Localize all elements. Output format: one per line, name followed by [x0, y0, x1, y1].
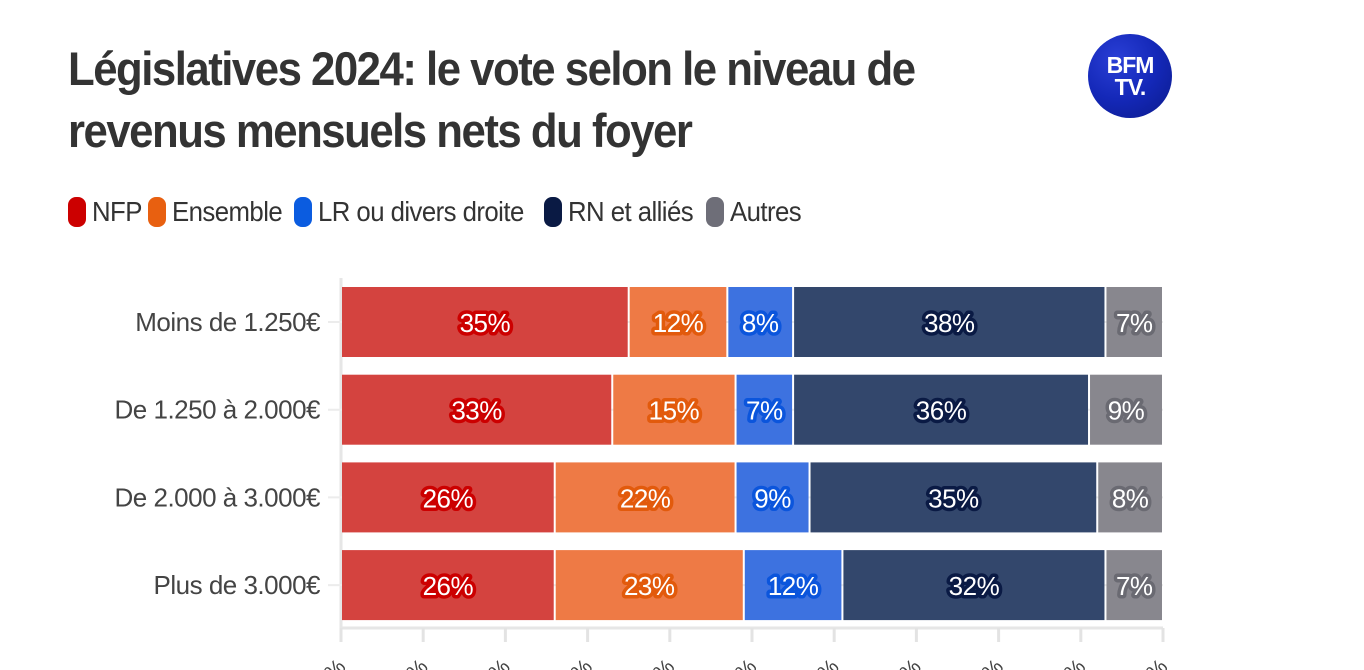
data-label: 22%: [620, 483, 671, 513]
bar-segment-lr-ou-divers-droite: [736, 462, 809, 533]
data-label: 33%: [451, 396, 502, 426]
legend-item-autres: Autres: [705, 196, 802, 228]
legend: NFP Ensemble LR ou divers droite RN et a…: [68, 196, 809, 228]
bar-segment-rn-et-alli-s: [794, 287, 1105, 357]
legend-swatch-nfp: [68, 197, 86, 227]
bar-segment-rn-et-alli-s: [794, 374, 1089, 445]
bar-segment-nfp: [342, 462, 554, 533]
bar-segment-autres: [1090, 374, 1162, 445]
x-tick-label: 40%: [631, 654, 680, 670]
data-label: 9%: [754, 483, 791, 513]
data-label: 7%: [1116, 571, 1153, 601]
data-label: 8%: [1112, 483, 1149, 513]
data-label: 9%: [1108, 396, 1145, 426]
x-tick-label: 50%: [713, 654, 762, 670]
x-tick-label: 20%: [466, 654, 515, 670]
data-label: 23%: [624, 571, 675, 601]
legend-item-ensemble: Ensemble: [148, 196, 284, 228]
bar-segment-autres: [1106, 287, 1162, 357]
logo-line-1: BFM: [1106, 52, 1155, 78]
bar-segment-lr-ou-divers-droite: [736, 374, 793, 445]
x-tick-label: 10%: [384, 654, 433, 670]
legend-label-rn: RN et alliés: [567, 196, 694, 227]
legend-swatch-ensemble: [148, 197, 167, 227]
x-tick-label: 0%: [310, 654, 350, 670]
chart-title: Législatives 2024: le vote selon le nive…: [68, 38, 998, 162]
bar-segment-rn-et-alli-s: [843, 550, 1105, 621]
data-label: 26%: [423, 571, 474, 601]
data-label: 26%: [423, 483, 474, 513]
x-tick-label: 100%: [1115, 654, 1172, 670]
bar-segment-lr-ou-divers-droite: [744, 550, 842, 621]
bar-segment-nfp: [342, 374, 612, 445]
data-label: 36%: [916, 396, 967, 426]
legend-item-nfp: NFP: [68, 196, 142, 228]
legend-swatch-autres: [705, 197, 724, 227]
bar-segment-autres: [1106, 550, 1162, 621]
bar-segment-nfp: [342, 550, 554, 621]
x-tick-label: 30%: [548, 654, 597, 670]
category-label: De 2.000 à 3.000€: [115, 482, 321, 512]
data-label: 12%: [768, 571, 819, 601]
bar-segment-ensemble: [555, 550, 743, 621]
legend-swatch-rn: [543, 197, 562, 227]
data-label: 15%: [649, 396, 700, 426]
data-label: 8%: [742, 308, 779, 338]
chart-title-line-1: Législatives 2024: le vote selon le nive…: [68, 42, 916, 95]
category-label: Moins de 1.250€: [135, 307, 321, 337]
data-label: 35%: [928, 483, 979, 513]
legend-item-lr: LR ou divers droite: [293, 196, 534, 228]
data-label: 7%: [1116, 308, 1153, 338]
bar-segment-autres: [1098, 462, 1162, 533]
data-label: 38%: [924, 308, 975, 338]
x-tick-label: 70%: [877, 654, 926, 670]
data-label: 32%: [949, 571, 1000, 601]
bar-segment-ensemble: [613, 374, 735, 445]
legend-swatch-lr: [293, 197, 312, 227]
data-label: 12%: [653, 308, 704, 338]
data-label: 7%: [746, 396, 783, 426]
legend-label-nfp: NFP: [92, 196, 142, 227]
chart-title-line-2: revenus mensuels nets du foyer: [68, 104, 693, 157]
legend-label-autres: Autres: [729, 196, 802, 227]
bar-segment-lr-ou-divers-droite: [728, 287, 793, 357]
bar-segment-rn-et-alli-s: [810, 462, 1097, 533]
x-tick-label: 90%: [1042, 654, 1091, 670]
legend-item-rn: RN et alliés: [543, 196, 696, 228]
bfmtv-logo-icon: BFM TV.: [1088, 34, 1172, 118]
bar-segment-ensemble: [555, 462, 735, 533]
logo-line-2: TV.: [1114, 74, 1147, 100]
bar-segment-ensemble: [629, 287, 727, 357]
legend-label-ensemble: Ensemble: [172, 196, 283, 227]
x-tick-label: 60%: [795, 654, 844, 670]
bar-segment-nfp: [342, 287, 628, 357]
category-label: De 1.250 à 2.000€: [115, 395, 321, 425]
legend-label-lr: LR ou divers droite: [317, 196, 524, 227]
x-tick-label: 80%: [959, 654, 1008, 670]
data-label: 35%: [460, 308, 511, 338]
category-label: Plus de 3.000€: [154, 570, 322, 600]
